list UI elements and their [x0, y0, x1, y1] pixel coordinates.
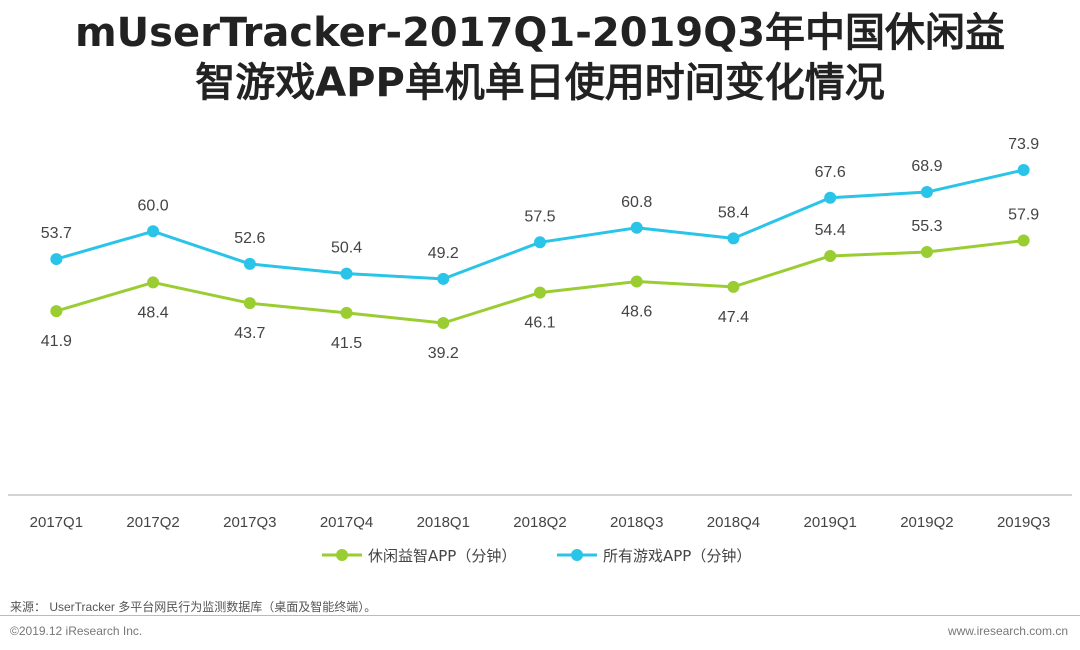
data-point-all-games [630, 221, 643, 234]
data-label: 73.9 [1008, 136, 1039, 153]
data-point-casual [147, 276, 160, 289]
data-point-casual [824, 249, 837, 262]
chart-title-line-2: 智游戏APP单机单日使用时间变化情况 [195, 60, 885, 106]
x-tick-label: 2017Q3 [223, 514, 276, 531]
data-point-casual [1017, 234, 1030, 247]
data-label: 68.9 [911, 158, 942, 175]
chart-title: mUserTracker-2017Q1-2019Q3年中国休闲益 智游戏APP单… [0, 8, 1080, 108]
data-point-all-games [534, 236, 546, 249]
data-label: 43.7 [234, 325, 265, 342]
x-tick-label: 2019Q3 [997, 514, 1050, 531]
data-label: 60.0 [138, 197, 169, 214]
x-tick-label: 2017Q2 [126, 514, 179, 531]
data-label: 55.3 [911, 218, 942, 235]
data-label: 39.2 [428, 345, 459, 362]
copyright-text: ©2019.12 iResearch Inc. [10, 624, 143, 638]
data-point-casual [243, 297, 256, 310]
data-label: 57.9 [1008, 207, 1039, 224]
data-label: 41.9 [41, 333, 72, 350]
x-tick-label: 2018Q4 [707, 514, 760, 531]
x-tick-label: 2018Q1 [417, 514, 470, 531]
line-chart: 2017Q1 2017Q2 2017Q3 2017Q4 2018Q1 2018Q2 2018… [8, 136, 1072, 565]
legend-swatch-marker [571, 549, 583, 561]
data-point-all-games [50, 253, 63, 266]
data-label: 47.4 [718, 309, 749, 326]
data-label: 60.8 [621, 194, 652, 211]
data-point-casual [630, 275, 643, 288]
data-label: 48.6 [621, 304, 652, 321]
x-tick-label: 2019Q1 [803, 514, 856, 531]
x-tick-label: 2018Q3 [610, 514, 663, 531]
legend-swatch-marker [336, 549, 348, 561]
data-point-casual [437, 317, 450, 329]
data-label: 54.4 [815, 222, 846, 239]
chart-title-line-1: mUserTracker-2017Q1-2019Q3年中国休闲益 [74, 10, 1006, 56]
source-note: 来源： UserTracker 多平台网民行为监测数据库（桌面及智能终端）。 [10, 600, 377, 614]
data-point-casual [340, 306, 353, 319]
footer-divider [0, 615, 1080, 616]
x-tick-label: 2018Q2 [513, 514, 566, 531]
data-point-all-games [824, 191, 837, 204]
data-point-casual [50, 305, 63, 318]
legend-label: 休闲益智APP（分钟） [368, 547, 516, 565]
data-point-casual [727, 280, 740, 293]
data-label: 48.4 [138, 304, 169, 321]
data-point-all-games [340, 267, 353, 280]
data-label: 52.6 [234, 230, 265, 247]
x-tick-label: 2019Q2 [900, 514, 953, 531]
data-point-all-games [243, 257, 256, 270]
data-label: 57.5 [524, 208, 555, 225]
data-label: 67.6 [815, 164, 846, 181]
data-point-casual [534, 286, 546, 299]
data-point-all-games [437, 272, 450, 285]
data-point-all-games [727, 232, 740, 245]
data-point-casual [920, 246, 933, 259]
website-link[interactable]: www.iresearch.com.cn [947, 624, 1068, 638]
data-label: 49.2 [428, 245, 459, 262]
data-point-all-games [920, 186, 933, 199]
series-line-casual [55, 239, 1024, 325]
legend-label: 所有游戏APP（分钟） [603, 547, 751, 565]
data-label: 58.4 [718, 204, 749, 221]
x-tick-label: 2017Q4 [320, 514, 373, 531]
data-label: 50.4 [331, 240, 362, 257]
data-point-all-games [147, 225, 160, 238]
data-label: 53.7 [41, 225, 72, 242]
data-label: 46.1 [524, 315, 555, 332]
x-tick-label: 2017Q1 [30, 514, 83, 531]
data-label: 41.5 [331, 335, 362, 352]
data-point-all-games [1017, 164, 1030, 176]
